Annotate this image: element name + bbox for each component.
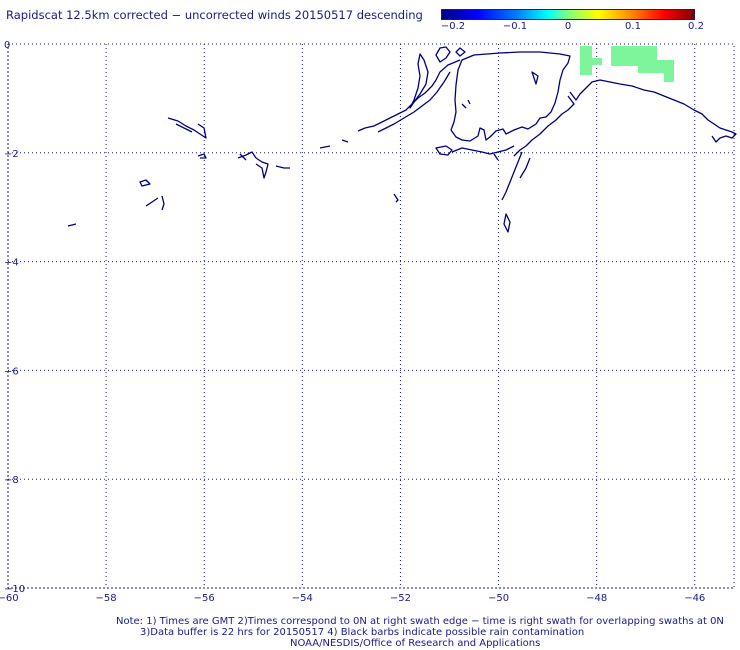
coastline-delta-island bbox=[409, 53, 429, 109]
coastline-small-island bbox=[461, 103, 467, 109]
river-segment bbox=[145, 197, 159, 207]
y-axis-ticks: 0 −2 −4 −6 −8 −10 bbox=[4, 40, 25, 595]
river-segment bbox=[319, 145, 331, 149]
colorbar-tick: −0.2 bbox=[440, 21, 466, 32]
footnote-line-1: Note: 1) Times are GMT 2)Times correspon… bbox=[116, 616, 724, 627]
river-segment bbox=[197, 153, 207, 159]
river-segment bbox=[161, 195, 165, 211]
river-segment bbox=[239, 153, 247, 161]
plot-frame bbox=[7, 43, 735, 589]
colorbar-tick: 0 bbox=[564, 21, 572, 32]
river-segment bbox=[341, 139, 349, 143]
coastline-tocantins bbox=[503, 213, 511, 233]
colorbar-tick: 0.2 bbox=[688, 21, 704, 32]
x-tick-label: −48 bbox=[586, 593, 607, 604]
coastline-tocantins bbox=[493, 153, 499, 161]
coastlines bbox=[67, 46, 737, 233]
gridlines bbox=[7, 43, 734, 589]
coastline-delta-channel bbox=[377, 71, 451, 133]
river-segment bbox=[237, 151, 269, 179]
coastline-para-east bbox=[569, 79, 737, 143]
x-tick-label: −54 bbox=[292, 593, 313, 604]
coastline-delta-island bbox=[435, 46, 451, 63]
colorbar-tick: −0.1 bbox=[502, 21, 528, 32]
coastline-marajo-island bbox=[450, 51, 571, 142]
plot-border bbox=[7, 43, 735, 589]
coastline-delta-channel bbox=[357, 59, 461, 132]
y-tick-label: −8 bbox=[4, 475, 19, 486]
x-tick-label: −58 bbox=[96, 593, 117, 604]
coastline-small-island bbox=[467, 99, 471, 105]
y-tick-label: −4 bbox=[4, 258, 19, 269]
x-tick-label: −56 bbox=[194, 593, 215, 604]
river-segment bbox=[67, 223, 77, 227]
x-tick-label: −52 bbox=[390, 593, 411, 604]
river-segment bbox=[139, 179, 151, 187]
wind-difference-patches bbox=[580, 46, 674, 82]
y-tick-label: −6 bbox=[4, 366, 19, 377]
map-title: Rapidscat 12.5km corrected − uncorrected… bbox=[6, 8, 423, 22]
river-segment bbox=[175, 123, 193, 133]
river-segment bbox=[167, 117, 207, 139]
x-axis-ticks: −60 −58 −56 −54 −52 −50 −48 −46 bbox=[0, 593, 705, 604]
coastline-tocantins bbox=[501, 151, 523, 201]
footnote-line-3: NOAA/NESDIS/Office of Research and Appli… bbox=[290, 638, 541, 649]
coastline-tocantins bbox=[519, 157, 531, 179]
coastline-para-east bbox=[513, 95, 575, 157]
y-tick-label: −2 bbox=[4, 149, 19, 160]
coastline-small-island bbox=[531, 71, 539, 85]
wind-difference-patch bbox=[611, 46, 674, 82]
x-tick-label: −60 bbox=[0, 593, 19, 604]
coastline-tocantins bbox=[451, 145, 515, 155]
river-segment bbox=[393, 193, 399, 203]
y-tick-label: 0 bbox=[4, 40, 10, 51]
footnote-line-2: 3)Data buffer is 22 hrs for 20150517 4) … bbox=[140, 627, 585, 638]
colorbar bbox=[441, 9, 695, 20]
x-tick-label: −46 bbox=[684, 593, 705, 604]
river-segment bbox=[275, 165, 290, 169]
coastline-delta-island bbox=[455, 47, 466, 57]
colorbar-tick: 0.1 bbox=[625, 21, 641, 32]
x-tick-label: −50 bbox=[488, 593, 509, 604]
y-tick-label: −10 bbox=[4, 584, 25, 595]
coastline-small-island bbox=[435, 145, 453, 156]
wind-difference-patch bbox=[580, 46, 602, 75]
